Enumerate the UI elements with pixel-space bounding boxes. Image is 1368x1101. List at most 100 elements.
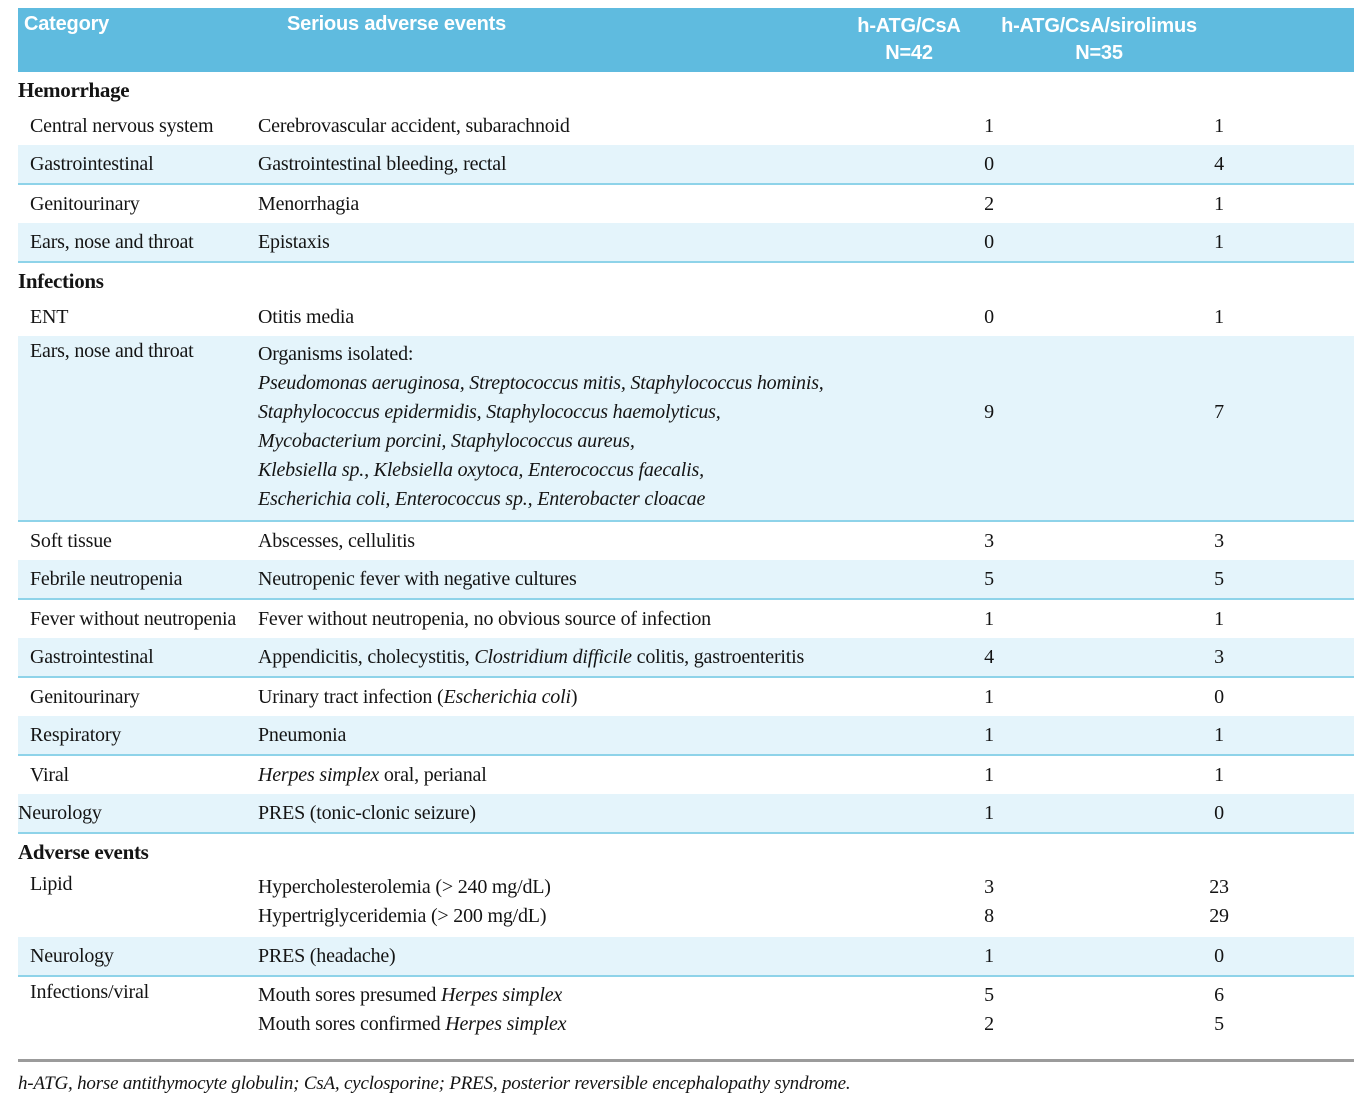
value-cell-arm2: 3: [1084, 530, 1354, 553]
event-line: Appendicitis, cholecystitis, Clostridium…: [258, 646, 894, 669]
event-line: Mycobacterium porcini, Staphylococcus au…: [258, 427, 894, 456]
column-header-arm2: h-ATG/CsA/sirolimus N=35: [1001, 8, 1354, 72]
value: 1: [1214, 723, 1224, 746]
value: 5: [984, 984, 994, 1006]
events-cell: Neutropenic fever with negative cultures: [258, 568, 894, 591]
value: 0: [1214, 685, 1224, 708]
value: 3: [1214, 645, 1224, 668]
column-header-arm1: h-ATG/CsA N=42: [857, 8, 1084, 72]
value-cell-arm1: 9: [894, 340, 1084, 427]
event-text-italic: Herpes simplex: [445, 1013, 567, 1035]
events-cell: Hypercholesterolemia (> 240 mg/dL) Hypert…: [258, 873, 894, 931]
value-cell-arm1: 1: [894, 945, 1084, 968]
category-cell: Gastrointestinal: [30, 645, 154, 668]
event-line: Staphylococcus epidermidis, Staphylococc…: [258, 398, 894, 427]
event-text-italic: Mycobacterium porcini, Staphylococcus au…: [258, 430, 635, 452]
event-text: Hypercholesterolemia (> 240 mg/dL): [258, 876, 551, 898]
event-text: Abscesses, cellulitis: [258, 529, 415, 552]
event-text-italic: Klebsiella sp., Klebsiella oxytoca, Ente…: [258, 459, 704, 481]
event-line: Escherichia coli, Enterococcus sp., Ente…: [258, 485, 894, 514]
adverse-events-table: Category Serious adverse events h-ATG/Cs…: [18, 8, 1354, 1101]
value: 1: [984, 801, 994, 824]
table-row: Genitourinary Menorrhagia 2 1: [18, 185, 1354, 223]
value-cell-arm1: 0: [894, 306, 1084, 329]
event-text: Hypertriglyceridemia (> 200 mg/dL): [258, 905, 547, 927]
category-cell: Viral: [30, 763, 69, 786]
event-text-italic: Clostridium difficile: [474, 645, 632, 668]
event-line: Klebsiella sp., Klebsiella oxytoca, Ente…: [258, 456, 894, 485]
arm1-name: h-ATG/CsA: [857, 15, 961, 37]
event-text: Cerebrovascular accident, subarachnoid: [258, 114, 570, 137]
event-line: PRES (tonic-clonic seizure): [258, 802, 894, 825]
arm2-n: N=35: [1075, 42, 1123, 64]
value-cell-arm2: 5: [1084, 568, 1354, 591]
arm2-name: h-ATG/CsA/sirolimus: [1001, 15, 1197, 37]
event-line: Urinary tract infection (Escherichia col…: [258, 686, 894, 709]
column-header-serious-adverse-events: Serious adverse events: [287, 13, 507, 35]
table-row: Soft tissue Abscesses, cellulitis 3 3: [18, 522, 1354, 560]
event-line: Abscesses, cellulitis: [258, 530, 894, 553]
table-row: ENT Otitis media 0 1: [18, 298, 1354, 336]
events-cell: Urinary tract infection (Escherichia col…: [258, 686, 894, 709]
value: 1: [1214, 305, 1224, 328]
value: 23: [1209, 876, 1229, 898]
category-cell: Genitourinary: [30, 685, 140, 708]
table-row: Gastrointestinal Gastrointestinal bleedin…: [18, 145, 1354, 185]
column-header-category: Category: [24, 13, 110, 35]
value-cell-arm1: 4: [894, 646, 1084, 669]
table-row: Neurology PRES (tonic-clonic seizure) 1 0: [18, 794, 1354, 834]
table-row: Central nervous system Cerebrovascular ac…: [18, 107, 1354, 145]
value-cell-arm2: 3: [1084, 646, 1354, 669]
events-cell: Appendicitis, cholecystitis, Clostridium…: [258, 646, 894, 669]
event-line: PRES (headache): [258, 945, 894, 968]
table-row: Febrile neutropenia Neutropenic fever wit…: [18, 560, 1354, 600]
value-cell-arm1: 0: [894, 231, 1084, 254]
value-cell-arm1: 2: [894, 193, 1084, 216]
value: 4: [1214, 152, 1224, 175]
value-cell-arm2: 1: [1084, 193, 1354, 216]
value: 0: [1214, 944, 1224, 967]
category-cell: Fever without neutropenia: [30, 607, 237, 630]
value: 4: [984, 645, 994, 668]
category-cell: Neurology: [18, 801, 102, 824]
events-cell: Fever without neutropenia, no obvious so…: [258, 608, 894, 631]
category-cell: Central nervous system: [30, 114, 214, 137]
event-text-italic: Herpes simplex: [258, 763, 380, 786]
value: 8: [984, 905, 994, 927]
category-cell: Infections/viral: [30, 981, 149, 1003]
value: 1: [1214, 114, 1224, 137]
value-cell-arm1: 1: [894, 608, 1084, 631]
value-cell-arm2: 23 29: [1084, 873, 1354, 931]
event-text: Epistaxis: [258, 230, 330, 253]
category-cell: Neurology: [30, 944, 114, 967]
table-row: Infections/viral Mouth sores presumed Her…: [18, 977, 1354, 1045]
value-cell-arm1: 0: [894, 153, 1084, 176]
footnote-text: h-ATG, horse antithymocyte globulin; CsA…: [18, 1073, 851, 1094]
value: 2: [984, 192, 994, 215]
value-cell-arm2: 1: [1084, 608, 1354, 631]
category-cell: Ears, nose and throat: [30, 340, 194, 362]
event-text: Menorrhagia: [258, 192, 360, 215]
value: 3: [984, 876, 994, 898]
value: 0: [984, 230, 994, 253]
events-cell: Gastrointestinal bleeding, rectal: [258, 153, 894, 176]
value: 0: [1214, 801, 1224, 824]
value: 1: [1214, 230, 1224, 253]
event-text: Neutropenic fever with negative cultures: [258, 567, 577, 590]
value-cell-arm2: 7: [1084, 340, 1354, 427]
event-line: Mouth sores confirmed Herpes simplex: [258, 1010, 894, 1039]
events-cell: PRES (tonic-clonic seizure): [258, 802, 894, 825]
value: 5: [1214, 567, 1224, 590]
arm1-header-label: h-ATG/CsA N=42: [814, 13, 1004, 67]
footnote-rule: [18, 1059, 1354, 1062]
events-cell: Abscesses, cellulitis: [258, 530, 894, 553]
event-line: Hypercholesterolemia (> 240 mg/dL): [258, 873, 894, 902]
value-cell-arm2: 1: [1084, 115, 1354, 138]
table-row: Gastrointestinal Appendicitis, cholecysti…: [18, 638, 1354, 678]
value: 1: [984, 944, 994, 967]
value: 2: [984, 1013, 994, 1035]
category-cell: Genitourinary: [30, 192, 140, 215]
value-cell-arm1: 5: [894, 568, 1084, 591]
event-text: PRES (tonic-clonic seizure): [258, 801, 476, 824]
